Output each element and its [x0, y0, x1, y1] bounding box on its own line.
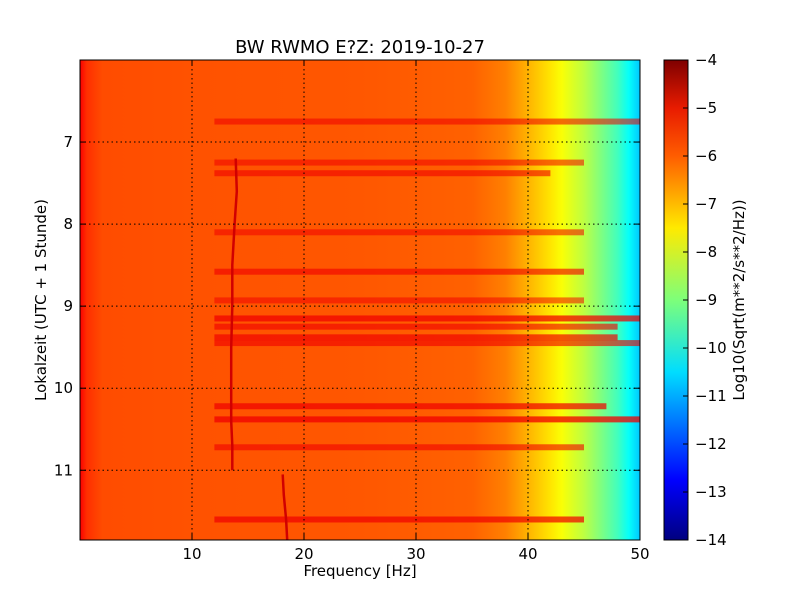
noise-band: [214, 444, 584, 451]
colorbar-tick-label: −9: [695, 291, 717, 309]
x-tick-label: 50: [630, 545, 649, 563]
tremor-trace-18hz: [281, 474, 289, 540]
y-tick-label: 11: [54, 461, 73, 479]
y-axis-label: Lokalzeit (UTC + 1 Stunde): [32, 199, 50, 401]
noise-band: [214, 229, 584, 236]
y-tick-label: 7: [63, 133, 73, 151]
tremor-traces: [229, 158, 289, 540]
colorbar-label: Log10(Sqrt(m**2/s**2/Hz)): [730, 199, 748, 400]
plot-frame: [79, 59, 641, 541]
colorbar-tick-label: −6: [695, 147, 717, 165]
noise-band: [214, 268, 584, 275]
colorbar-tick-label: −11: [695, 387, 727, 405]
y-tick-label: 10: [54, 379, 73, 397]
colorbar-tick-label: −10: [695, 339, 727, 357]
colorbar: −4 −5 −6 −7 −8 −9 −10 −11 −12 −13 −14 Log10(Sqrt(m…: [663, 51, 748, 549]
plot-area: [79, 59, 641, 541]
noise-band: [214, 516, 584, 523]
colorbar-tick-label: −8: [695, 243, 717, 261]
grid-lines: [80, 60, 640, 540]
x-axis: 10 20 30 40 50: [182, 60, 650, 563]
chart-title: BW RWMO E?Z: 2019-10-27: [235, 37, 485, 58]
colorbar-tick-label: −4: [695, 51, 717, 69]
noise-band: [214, 297, 584, 304]
noise-band: [214, 334, 618, 341]
noise-band: [214, 170, 551, 177]
colorbar-tick-label: −12: [695, 435, 727, 453]
colorbar-tick-label: −5: [695, 99, 717, 117]
y-axis: 7 8 9 10 11: [54, 133, 640, 479]
noise-band: [214, 340, 640, 347]
colorbar-ticks: −4 −5 −6 −7 −8 −9 −10 −11 −12 −13 −14: [683, 51, 727, 549]
noise-band: [214, 118, 640, 125]
noise-band: [214, 416, 640, 423]
noise-band: [214, 315, 640, 322]
noise-band: [214, 159, 584, 166]
x-axis-label: Frequency [Hz]: [303, 562, 416, 580]
colorbar-tick-label: −14: [695, 531, 727, 549]
x-tick-label: 40: [518, 545, 537, 563]
noise-band: [214, 403, 607, 410]
colorbar-tick-label: −13: [695, 483, 727, 501]
y-tick-label: 9: [63, 297, 73, 315]
x-tick-label: 20: [294, 545, 313, 563]
x-tick-label: 30: [406, 545, 425, 563]
x-tick-label: 10: [182, 545, 201, 563]
colorbar-tick-label: −7: [695, 195, 717, 213]
tremor-trace-14hz: [229, 158, 239, 471]
y-tick-label: 8: [63, 215, 73, 233]
